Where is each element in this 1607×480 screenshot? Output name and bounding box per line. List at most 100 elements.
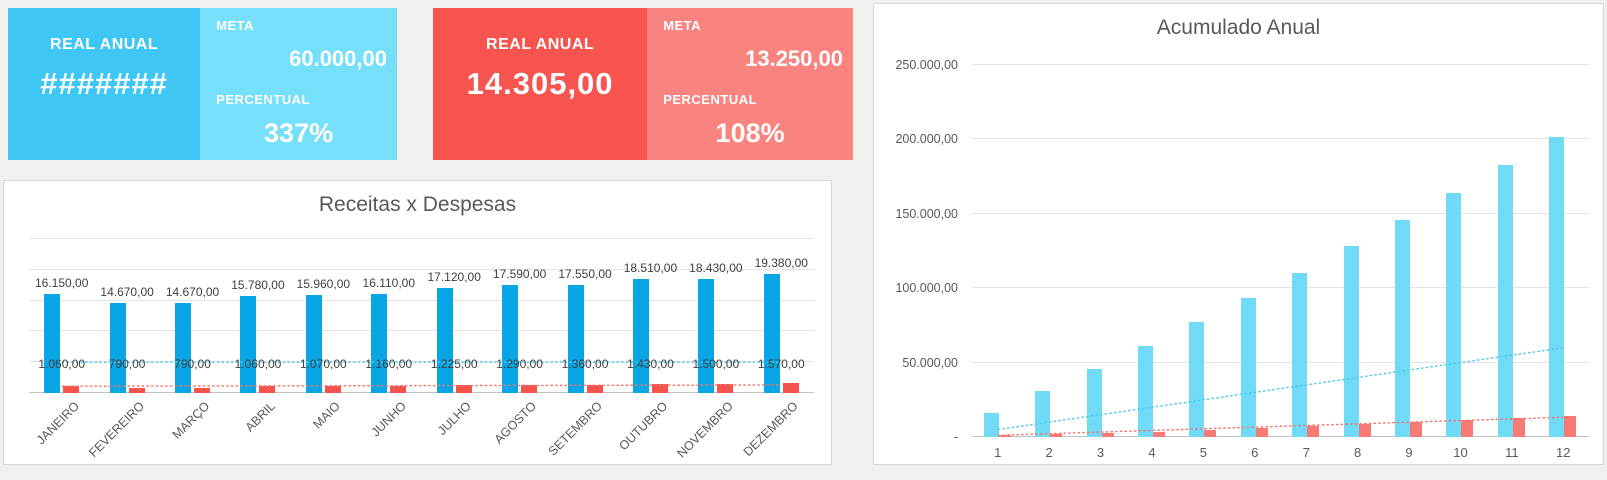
bar-receitas-dezembro — [763, 273, 780, 393]
x-label-julho: JULHO — [435, 399, 475, 438]
bar-receitas-abril — [240, 295, 257, 393]
gridline — [972, 436, 1589, 437]
bar-despesas-fevereiro — [128, 388, 145, 393]
bar-despesas-acumulado-11 — [1512, 418, 1525, 437]
card-despesas-anual[interactable]: REAL ANUAL 14.305,00 META 13.250,00 PERC… — [433, 8, 853, 160]
bar-despesas-abril — [259, 386, 276, 393]
bar-receitas-fevereiro — [109, 302, 126, 393]
bar-despesas-maio — [324, 386, 341, 393]
data-label: 1.225,00 — [430, 357, 478, 371]
bar-receitas-acumulado-3 — [1086, 369, 1102, 437]
y-label: 150.000,00 — [895, 206, 958, 221]
gridline — [972, 212, 1589, 214]
bar-despesas-acumulado-2 — [1050, 434, 1063, 437]
bar-receitas-acumulado-12 — [1549, 136, 1565, 437]
gridline — [29, 268, 814, 270]
x-label-7: 7 — [1302, 445, 1310, 460]
meta-despesas-acumulada — [997, 416, 1564, 437]
card-receitas-anual[interactable]: REAL ANUAL ####### META 60.000,00 PERCEN… — [8, 8, 397, 160]
data-label: 14.670,00 — [165, 284, 220, 299]
data-label: 17.120,00 — [427, 269, 481, 284]
real-anual-label: REAL ANUAL — [486, 36, 595, 53]
data-label: 1.070,00 — [300, 357, 347, 371]
data-label: 16.150,00 — [35, 275, 89, 290]
data-label: 1.290,00 — [496, 357, 543, 371]
chart-acumulado-anual[interactable]: Acumulado Anual - 50.000,00 100.000,00 150.… — [873, 3, 1604, 465]
trendlines — [997, 347, 1564, 437]
x-label-12: 12 — [1556, 445, 1571, 460]
bar-despesas-acumulado-1 — [998, 435, 1011, 437]
bar-despesas-dezembro — [782, 383, 799, 393]
data-label: 15.780,00 — [231, 277, 285, 292]
x-label-1: 1 — [994, 445, 1002, 460]
data-label: 790,00 — [174, 357, 211, 371]
bar-despesas-acumulado-7 — [1307, 426, 1320, 437]
x-label-outubro: OUTUBRO — [616, 399, 671, 454]
x-label-10: 10 — [1453, 445, 1468, 460]
data-label: 1.160,00 — [365, 357, 413, 371]
bar-despesas-janeiro — [63, 386, 80, 393]
x-label-janeiro: JANEIRO — [33, 399, 82, 448]
chart-receitas-despesas[interactable]: Receitas x Despesas 16.150,00 14.670,00 14… — [3, 180, 832, 465]
gridline — [972, 287, 1589, 289]
gridline — [29, 330, 814, 332]
data-label: 19.380,00 — [754, 255, 808, 270]
bar-despesas-outubro — [651, 384, 668, 393]
gridline — [972, 361, 1589, 363]
x-label-11: 11 — [1505, 445, 1519, 460]
data-label: 18.430,00 — [689, 261, 743, 276]
x-label-4: 4 — [1148, 445, 1156, 460]
meta-label: META — [216, 18, 255, 33]
data-label: 790,00 — [108, 357, 146, 371]
bar-receitas-outubro — [632, 278, 649, 393]
bar-despesas-acumulado-5 — [1204, 429, 1217, 437]
x-label-junho: JUNHO — [368, 399, 409, 440]
percentual-value: 337% — [264, 118, 334, 148]
data-label: 18.510,00 — [623, 260, 678, 275]
x-label-fevereiro: FEVEREIRO — [86, 399, 148, 460]
gridline — [972, 64, 1589, 65]
bar-despesas-agosto — [521, 385, 538, 393]
card-despesas-real-section: REAL ANUAL 14.305,00 — [433, 8, 648, 160]
bar-receitas-acumulado-10 — [1446, 192, 1462, 437]
meta-receitas-acumulada — [997, 347, 1564, 431]
data-label: 1.430,00 — [627, 357, 674, 371]
meta-label: META — [663, 18, 702, 33]
acumulado-y-axis: - 50.000,00 100.000,00 150.000,00 200.000,00… — [874, 58, 958, 444]
x-label-5: 5 — [1199, 445, 1207, 460]
bar-receitas-acumulado-5 — [1189, 322, 1205, 437]
data-label: 1.570,00 — [757, 357, 805, 371]
x-label-2: 2 — [1045, 445, 1053, 460]
x-label-agosto: AGOSTO — [491, 399, 540, 447]
x-label-maio: MAIO — [310, 399, 344, 432]
chart-title: Receitas x Despesas — [318, 193, 517, 216]
x-label-6: 6 — [1251, 445, 1259, 460]
gridline — [972, 138, 1589, 140]
x-label-dezembro: DEZEMBRO — [741, 399, 802, 459]
bar-despesas-novembro — [717, 383, 734, 393]
x-label-3: 3 — [1096, 445, 1105, 460]
bar-despesas-acumulado-6 — [1255, 428, 1268, 437]
bar-receitas-novembro — [698, 279, 715, 393]
bar-despesas-julho — [455, 385, 472, 393]
bar-receitas-acumulado-7 — [1292, 272, 1308, 437]
receitas-despesas-x-axis: JANEIRO FEVEREIRO MARÇO ABRIL MAIO JUNHO JULHO… — [29, 399, 814, 463]
real-anual-value: 14.305,00 — [466, 66, 614, 101]
percentual-value: 108% — [715, 118, 785, 148]
bar-receitas-janeiro — [44, 293, 61, 393]
percentual-label: PERCENTUAL — [216, 92, 310, 107]
gridline — [29, 299, 814, 301]
x-label-8: 8 — [1353, 445, 1362, 460]
bar-receitas-junho — [371, 293, 388, 393]
bar-despesas-acumulado-3 — [1101, 433, 1114, 437]
percentual-label: PERCENTUAL — [663, 92, 758, 107]
x-label-novembro: NOVEMBRO — [674, 399, 736, 461]
bar-receitas-julho — [436, 287, 453, 393]
acumulado-anual-plot — [972, 64, 1589, 437]
y-label: 250.000,00 — [895, 58, 958, 72]
bar-despesas-março — [194, 388, 211, 393]
gridline — [29, 392, 814, 393]
bar-receitas-acumulado-8 — [1343, 246, 1359, 437]
bar-receitas-acumulado-2 — [1035, 391, 1051, 437]
bar-receitas-acumulado-1 — [983, 412, 999, 437]
